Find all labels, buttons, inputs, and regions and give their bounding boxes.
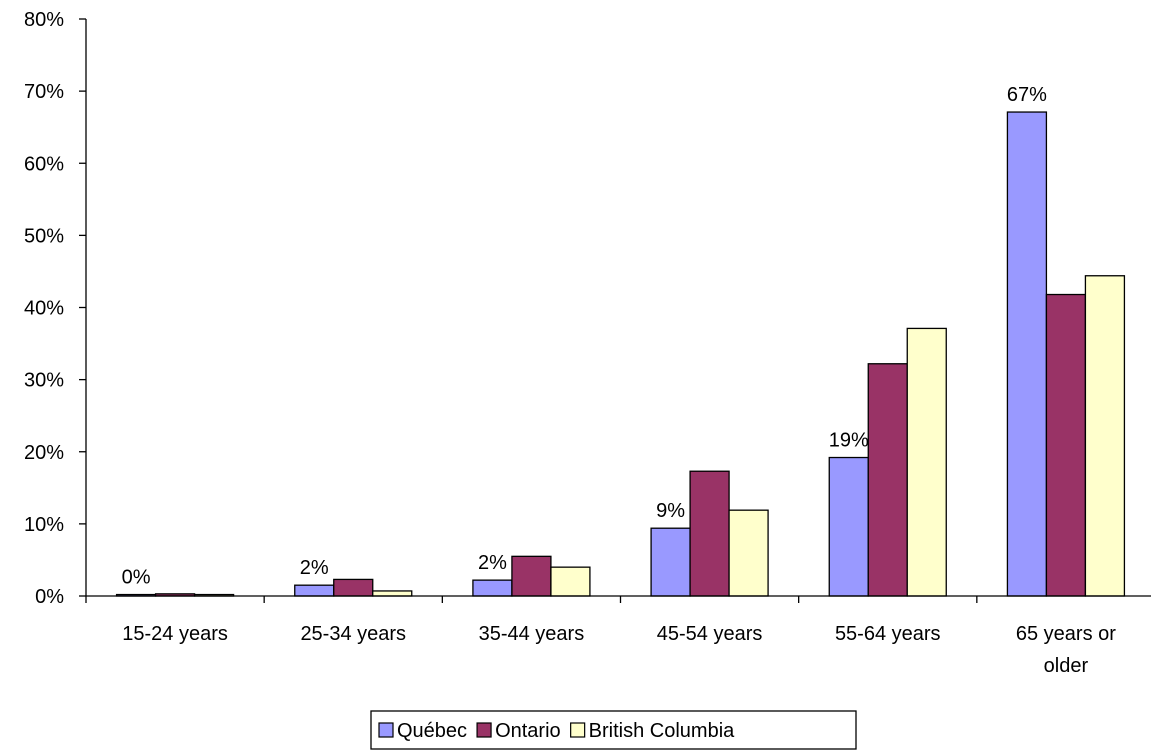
x-category-label: 45-54 years (657, 623, 763, 645)
bar-ontario-3 (689, 470, 730, 597)
bar-qu-bec-5 (1006, 111, 1048, 597)
data-label: 0% (122, 567, 151, 589)
x-category-label: 35-44 years (479, 623, 585, 645)
y-tick-label: 70% (24, 81, 64, 103)
legend: Québec Ontario British Columbia (370, 710, 857, 750)
legend-swatch-qu-bec (378, 722, 394, 738)
legend-label-british-columbia: British Columbia (589, 720, 735, 742)
y-tick-label: 0% (35, 586, 64, 608)
x-category-label: 55-64 years (835, 623, 941, 645)
data-label: 2% (300, 557, 329, 579)
bar-qu-bec-1 (294, 584, 335, 597)
bar-qu-bec-3 (650, 527, 691, 597)
bar-ontario-1 (333, 578, 374, 597)
bar-british-columbia-4 (906, 327, 947, 597)
y-tick-label: 30% (24, 370, 64, 392)
legend-swatch-ontario (476, 722, 492, 738)
data-label: 2% (478, 552, 507, 574)
bar-british-columbia-2 (550, 566, 591, 597)
bar-ontario-5 (1045, 293, 1087, 597)
y-tick-label: 60% (24, 153, 64, 175)
x-category-label: 15-24 years (122, 623, 228, 645)
y-tick-label: 10% (24, 514, 64, 536)
data-label: 19% (829, 430, 869, 452)
bar-british-columbia-3 (728, 509, 769, 597)
y-tick-label: 20% (24, 442, 64, 464)
legend-swatch-british-columbia (570, 722, 586, 738)
data-label: 67% (1007, 84, 1047, 106)
x-category-label: 65 years or older (1016, 623, 1116, 677)
bar-ontario-2 (511, 555, 552, 597)
bar-british-columbia-5 (1084, 275, 1126, 597)
legend-label-ontario: Ontario (495, 720, 561, 742)
legend-box (370, 710, 857, 750)
bar-qu-bec-2 (472, 579, 513, 597)
y-tick-label: 40% (24, 298, 64, 320)
legend-label-qu-bec: Québec (397, 720, 467, 742)
y-tick-label: 80% (24, 9, 64, 31)
x-category-label: 25-34 years (300, 623, 406, 645)
bar-british-columbia-1 (372, 590, 413, 597)
y-tick-label: 50% (24, 225, 64, 247)
plot-area: 0% 2% 2% 9% 19% 67% 0% 10% 20% 30% 40% 50% 60% 70% 80%… (24, 9, 1151, 750)
data-label: 9% (656, 500, 685, 522)
bar-ontario-4 (867, 363, 908, 597)
bar-qu-bec-4 (828, 456, 869, 597)
